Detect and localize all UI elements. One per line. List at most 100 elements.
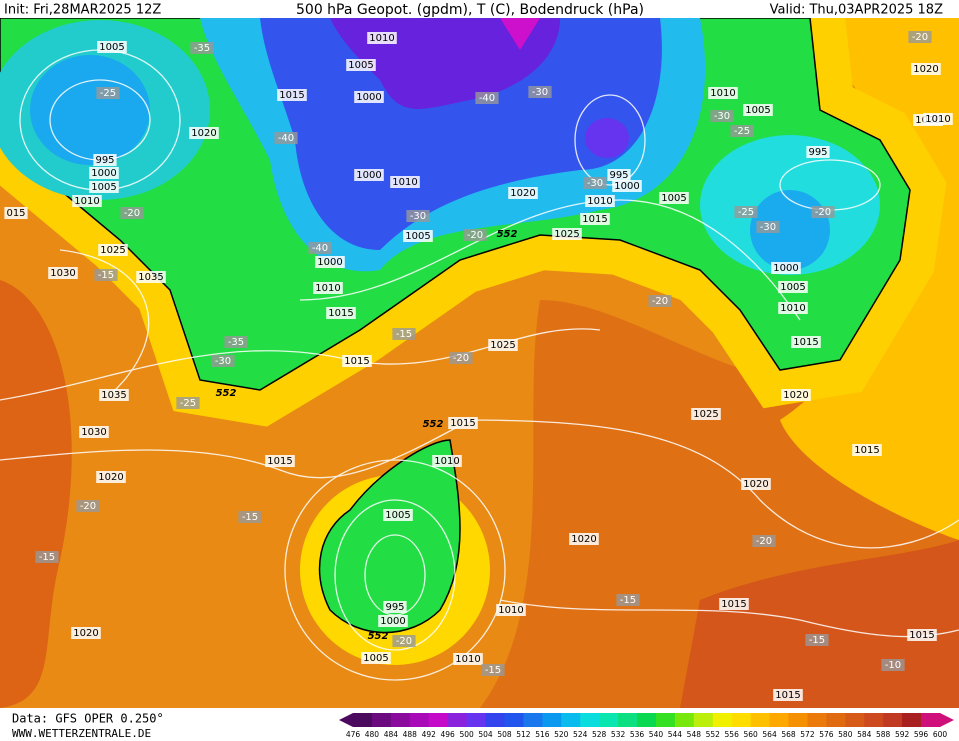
colorbar-label: 484 — [384, 730, 399, 739]
colorbar-label: 528 — [592, 730, 607, 739]
label-box — [120, 207, 144, 219]
colorbar-label: 560 — [743, 730, 758, 739]
label-box — [852, 444, 882, 456]
colorbar-swatch — [504, 713, 524, 727]
label-box — [773, 689, 803, 701]
pressure-label: 995 — [385, 602, 404, 613]
colorbar-swatch — [409, 713, 430, 727]
colorbar-swatch — [390, 713, 411, 727]
cold-region — [260, 18, 662, 250]
temperature-label: -40 — [312, 243, 328, 254]
temperature-label: -15 — [620, 595, 636, 606]
colorbar-label: 516 — [535, 730, 550, 739]
label-box — [89, 167, 119, 179]
geopotential-label: 552 — [216, 388, 237, 399]
cold-region — [585, 118, 629, 158]
label-box — [176, 397, 200, 409]
temperature-label: -20 — [756, 536, 772, 547]
label-box — [346, 59, 376, 71]
init-time: Init: Fri,28MAR2025 12Z — [4, 3, 161, 18]
colorbar-swatch — [712, 713, 733, 727]
temperature-label: -30 — [410, 211, 426, 222]
pressure-label: 1010 — [587, 196, 612, 207]
pressure-label: 1000 — [356, 170, 381, 181]
colorbar-label: 540 — [649, 730, 664, 739]
map-labels: 1005 -35 1010 1005 -25 1015 1000 -40 -30 1010 1005… — [4, 31, 953, 701]
colorbar-label: 476 — [346, 730, 361, 739]
colorbar-swatch — [637, 713, 657, 727]
pressure-label: 1015 — [328, 308, 353, 319]
label-box — [72, 195, 102, 207]
pressure-label: 1035 — [101, 390, 126, 401]
colorbar-label: 580 — [838, 730, 853, 739]
temperature-label: -20 — [396, 636, 412, 647]
label-box — [79, 426, 109, 438]
colorbar-swatch — [580, 713, 600, 727]
temperature-label: -20 — [80, 501, 96, 512]
pressure-label: 1015 — [279, 90, 304, 101]
pressure-label: 1020 — [783, 390, 808, 401]
colorbar-label: 564 — [762, 730, 777, 739]
pressure-label: 1010 — [710, 88, 735, 99]
pressure-label: 1000 — [356, 92, 381, 103]
label-box — [383, 509, 413, 521]
label-box — [403, 230, 433, 242]
temperature-label: -20 — [815, 207, 831, 218]
temperature-label: -15 — [39, 552, 55, 563]
pressure-label: 1020 — [743, 479, 768, 490]
pressure-label: 1005 — [91, 182, 116, 193]
label-box — [743, 104, 773, 116]
label-box — [326, 307, 356, 319]
pressure-label: 015 — [6, 208, 25, 219]
colorbar-label: 552 — [706, 730, 721, 739]
label-box — [811, 206, 835, 218]
colorbar-swatch — [883, 713, 903, 727]
label-box — [238, 511, 262, 523]
temperature-label: -35 — [228, 337, 244, 348]
pressure-label: 1015 — [721, 599, 746, 610]
label-box — [367, 32, 397, 44]
colorbar-swatch — [788, 713, 808, 727]
label-box — [449, 352, 473, 364]
pressure-label: 1015 — [450, 418, 475, 429]
pressure-label: 1015 — [582, 214, 607, 225]
pressure-label: 1005 — [385, 510, 410, 521]
label-box — [612, 180, 642, 192]
label-box — [475, 92, 499, 104]
label-box — [354, 91, 384, 103]
colorbar-label: 600 — [933, 730, 948, 739]
label-box — [908, 31, 932, 43]
temperature-label: -20 — [912, 32, 928, 43]
colorbar-label: 568 — [781, 730, 796, 739]
colorbar-swatch — [561, 713, 581, 727]
label-box — [35, 551, 59, 563]
label-box — [552, 228, 582, 240]
label-box — [136, 271, 166, 283]
cold-region — [750, 190, 830, 270]
colorbar-swatch — [693, 713, 714, 727]
pressure-label: 1025 — [100, 245, 125, 256]
label-box — [569, 533, 599, 545]
label-box — [97, 41, 127, 53]
label-box — [741, 478, 771, 490]
label-box — [274, 132, 298, 144]
label-box — [881, 659, 905, 671]
colorbar-swatch — [921, 713, 941, 727]
pressure-label: 1035 — [138, 272, 163, 283]
label-box — [580, 213, 610, 225]
colorbar-label: 480 — [365, 730, 380, 739]
colorbar-label: 588 — [876, 730, 891, 739]
label-box — [907, 629, 937, 641]
temperature-label: -40 — [479, 93, 495, 104]
temperature-label: -10 — [885, 660, 901, 671]
label-box — [648, 295, 672, 307]
label-box — [463, 229, 487, 241]
label-box — [448, 417, 478, 429]
temperature-label: -20 — [467, 230, 483, 241]
pressure-label: 1015 — [267, 456, 292, 467]
label-box — [4, 207, 28, 219]
pressure-label: 1005 — [99, 42, 124, 53]
label-box — [616, 594, 640, 606]
label-box — [93, 154, 117, 166]
